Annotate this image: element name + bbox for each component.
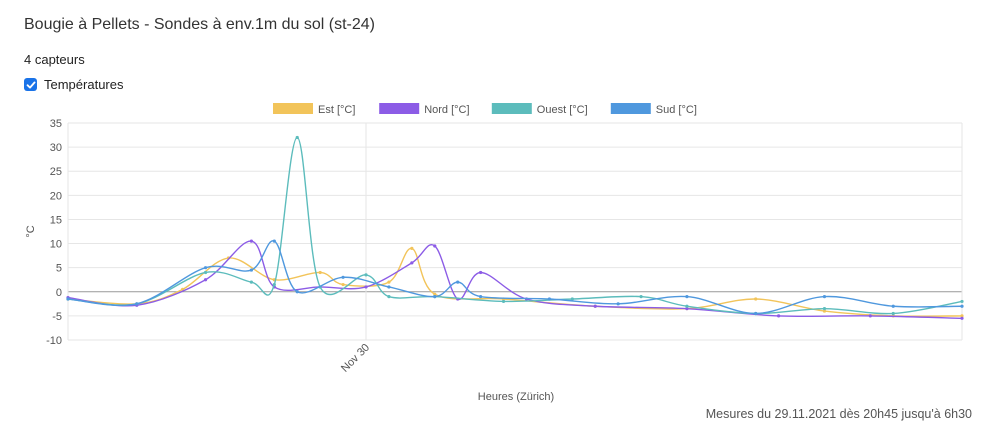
legend-item[interactable]: Nord [°C] [379, 103, 470, 116]
y-tick-label: 20 [50, 190, 62, 202]
grid-lines: 35 30 25 20 15 10 5 0 -5 -10 Nov 30 [46, 118, 963, 375]
data-point [272, 282, 276, 287]
data-point [639, 295, 643, 299]
data-point [387, 295, 391, 299]
data-point [318, 270, 322, 275]
data-point [868, 314, 872, 318]
data-point [960, 299, 964, 304]
legend-swatch [610, 103, 651, 114]
legend-item[interactable]: Est [°C] [273, 103, 355, 116]
legend-swatch [491, 103, 532, 114]
data-point [960, 316, 964, 320]
data-point [135, 302, 139, 306]
data-point [685, 304, 689, 308]
legend-label: Est [°C] [318, 104, 355, 116]
y-tick-label: -5 [52, 311, 62, 323]
checkbox-checked-icon[interactable] [24, 78, 37, 91]
data-point [295, 135, 299, 140]
series-line [67, 240, 963, 319]
x-axis-label: Heures (Zürich) [478, 391, 554, 403]
data-point [387, 285, 391, 289]
series-3 [66, 239, 964, 316]
y-tick-label: 30 [50, 142, 62, 154]
data-point [433, 292, 437, 296]
data-point [249, 280, 253, 284]
data-point [456, 280, 460, 284]
data-point [960, 314, 964, 318]
data-point [822, 295, 827, 299]
data-point [364, 273, 368, 277]
data-point [341, 282, 345, 287]
data-point [387, 280, 391, 284]
data-point [822, 309, 827, 313]
legend-swatch [379, 103, 420, 114]
legend-swatch [273, 103, 313, 114]
legend: Est [°C] Nord [°C] Ouest [°C] Sud [°C] [273, 103, 697, 116]
series-line [67, 247, 963, 317]
data-point [203, 266, 208, 270]
series-lines [66, 135, 964, 320]
legend-item[interactable]: Ouest [°C] [491, 103, 588, 116]
data-point [341, 275, 345, 279]
data-point [410, 261, 414, 265]
data-point [754, 311, 758, 316]
data-point [295, 290, 299, 294]
y-tick-label: 25 [50, 166, 62, 178]
data-point [501, 299, 506, 304]
y-tick-label: -10 [46, 335, 62, 347]
series-1 [66, 239, 964, 320]
temperatures-toggle[interactable]: Températures [24, 77, 123, 92]
data-point [272, 239, 276, 243]
data-point [364, 285, 368, 289]
series-2 [66, 135, 964, 316]
y-tick-label: 0 [56, 287, 62, 299]
data-point [547, 297, 551, 301]
data-point [433, 295, 437, 299]
series-line [67, 136, 963, 315]
data-point [960, 304, 964, 308]
y-axis-label: °C [25, 225, 37, 237]
data-point [66, 297, 70, 301]
sensor-count: 4 capteurs [24, 52, 85, 67]
data-point [410, 246, 414, 250]
data-point [685, 307, 689, 311]
data-point [685, 295, 689, 299]
measurement-period-note: Mesures du 29.11.2021 dès 20h45 jusqu'à … [705, 407, 972, 421]
data-point [203, 270, 208, 275]
series-line [67, 240, 963, 315]
x-tick-label: Nov 30 [339, 342, 372, 375]
y-tick-label: 15 [50, 214, 62, 226]
data-point [479, 270, 483, 275]
data-point [593, 304, 597, 308]
temperatures-label: Températures [44, 77, 124, 92]
y-tick-label: 35 [50, 118, 62, 130]
data-point [754, 297, 758, 301]
legend-item[interactable]: Sud [°C] [610, 103, 697, 116]
y-tick-label: 10 [50, 239, 62, 251]
data-point [570, 297, 574, 301]
legend-label: Sud [°C] [656, 104, 697, 116]
page-title: Bougie à Pellets - Sondes à env.1m du so… [24, 16, 375, 33]
data-point [777, 314, 781, 318]
data-point [479, 295, 483, 299]
data-point [181, 287, 185, 291]
data-point [249, 268, 253, 272]
legend-label: Nord [°C] [424, 104, 469, 116]
data-point [616, 302, 620, 306]
data-point [203, 278, 208, 282]
data-point [249, 239, 253, 243]
data-point [433, 244, 437, 248]
y-tick-label: 5 [56, 263, 62, 275]
legend-label: Ouest [°C] [537, 104, 588, 116]
data-point [891, 304, 895, 308]
data-point [891, 311, 895, 316]
data-point [822, 307, 827, 311]
